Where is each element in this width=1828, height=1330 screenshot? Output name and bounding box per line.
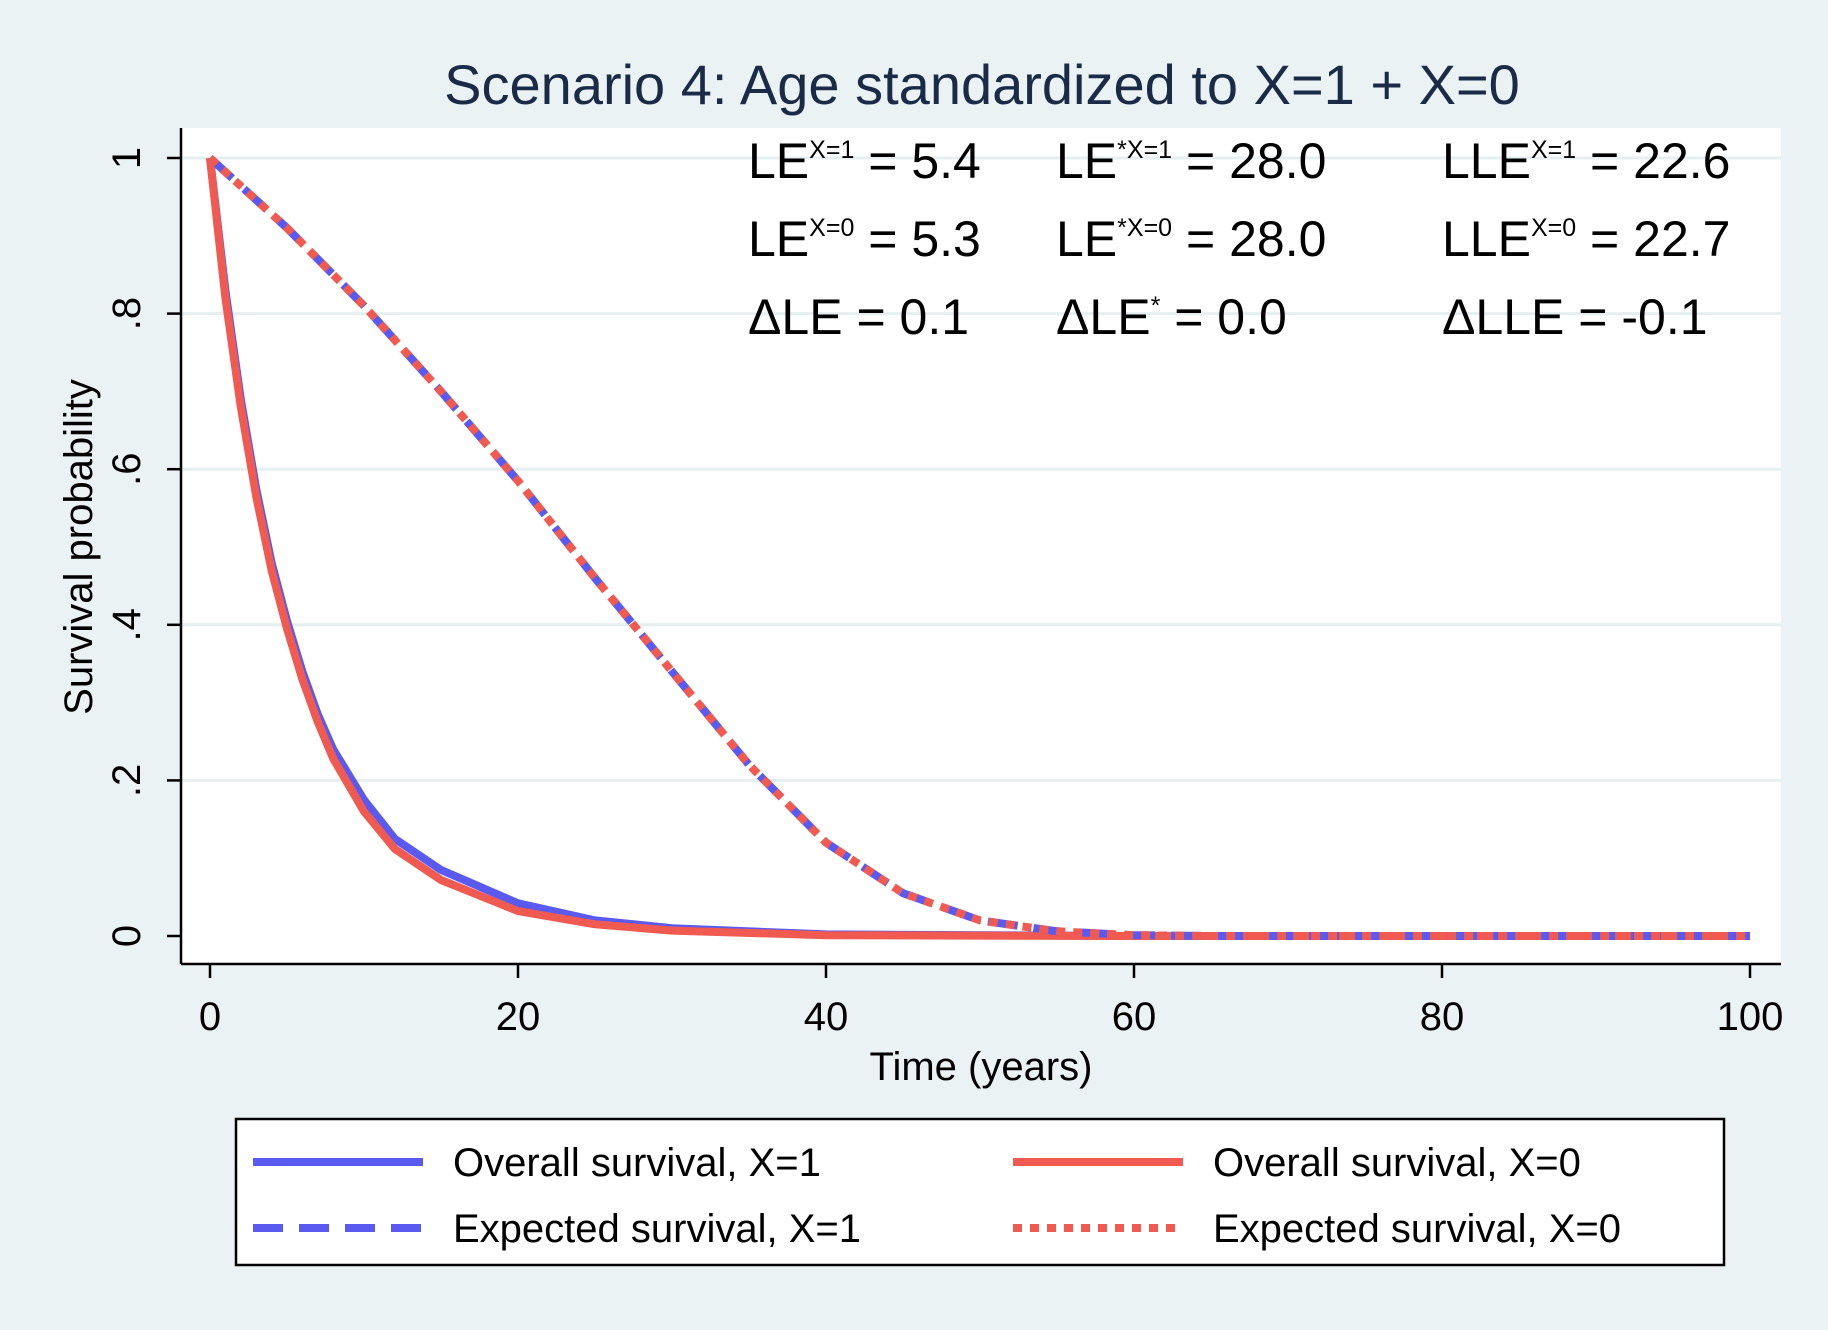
x-tick-label-3: 60: [1112, 995, 1157, 1039]
annotation-r3-c3: ΔLLE = -0.1: [1442, 289, 1708, 345]
y-tick-label-4: .8: [105, 297, 149, 330]
annotation-r1-c2: LE*X=1 = 28.0: [1056, 133, 1326, 189]
x-tick-label-4: 80: [1420, 995, 1465, 1039]
legend-label-1: Overall survival, X=1: [453, 1141, 821, 1185]
y-tick-label-2: .4: [105, 608, 149, 641]
y-tick-label-1: .2: [105, 764, 149, 797]
plot-area: [181, 128, 1781, 964]
x-tick-label-1: 20: [496, 995, 541, 1039]
series-line-2: [206, 157, 1750, 940]
annotation-r2-c3: LLEX=0 = 22.7: [1442, 211, 1730, 267]
y-tick-label-0: 0: [105, 925, 149, 947]
annotation-r2-c2: LE*X=0 = 28.0: [1056, 211, 1326, 267]
y-tick-label-5: 1: [105, 147, 149, 169]
legend: Overall survival, X=1 Expected survival, …: [234, 1117, 1726, 1267]
gridlines: [181, 156, 1781, 782]
y-axis-label: Survival probability: [57, 379, 101, 715]
x-tick-label-0: 0: [199, 995, 221, 1039]
annotation-r1-c1: LEX=1 = 5.4: [748, 133, 981, 189]
x-tick-label-5: 100: [1717, 995, 1784, 1039]
annotation-r3-c1: ΔLE = 0.1: [748, 289, 969, 345]
y-tick-label-3: .6: [105, 453, 149, 486]
chart-title: Scenario 4: Age standardized to X=1 + X=…: [444, 53, 1520, 116]
series-line-4: [207, 155, 1750, 940]
legend-label-3: Expected survival, X=1: [453, 1207, 861, 1251]
axes: 0 20 40 60 80 100 0 .2 .4 .6 .8 1: [105, 128, 1783, 1039]
annotations: LEX=1 = 5.4 LE*X=1 = 28.0 LLEX=1 = 22.6 LEX…: [748, 133, 1730, 345]
annotation-r3-c2: ΔLE* = 0.0: [1056, 289, 1287, 345]
legend-box: [234, 1117, 1726, 1267]
annotation-r2-c1: LEX=0 = 5.3: [748, 211, 981, 267]
x-axis-label: Time (years): [870, 1045, 1093, 1089]
legend-label-4: Expected survival, X=0: [1213, 1207, 1621, 1251]
legend-label-2: Overall survival, X=0: [1213, 1141, 1581, 1185]
annotation-r1-c3: LLEX=1 = 22.6: [1442, 133, 1730, 189]
x-tick-label-2: 40: [804, 995, 849, 1039]
series-layer: [206, 155, 1750, 940]
